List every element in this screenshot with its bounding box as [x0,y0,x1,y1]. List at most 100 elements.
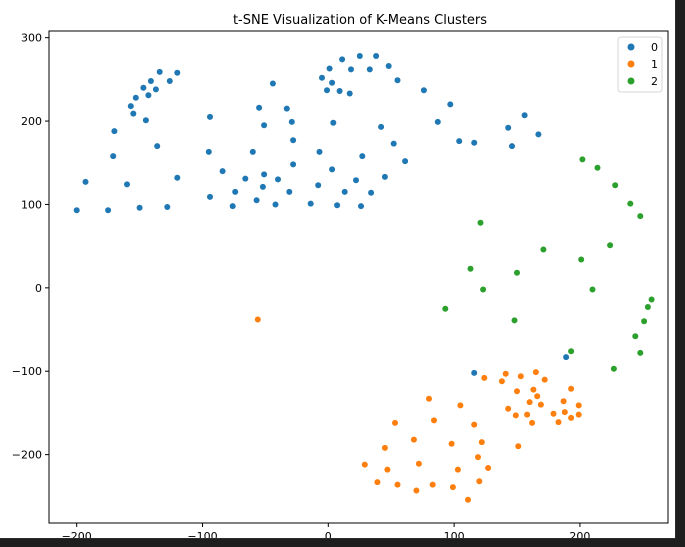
point-cluster-2 [579,156,586,163]
point-cluster-0 [334,202,341,209]
point-cluster-1 [392,419,398,426]
figure-canvas: t-SNE Visualization of K-Means Clusters … [0,0,676,539]
point-cluster-2 [594,164,601,171]
point-cluster-0 [521,112,528,119]
point-cluster-0 [111,128,118,135]
point-cluster-0 [132,94,139,101]
point-cluster-1 [454,466,461,473]
point-cluster-0 [420,87,427,94]
point-cluster-2 [641,318,648,325]
point-cluster-1 [575,411,582,418]
point-cluster-1 [515,443,522,450]
point-cluster-0 [563,354,570,361]
point-cluster-0 [509,143,515,150]
point-cluster-0 [346,90,353,97]
point-cluster-0 [136,204,143,211]
point-cluster-0 [269,80,276,87]
point-cluster-0 [219,168,226,175]
point-cluster-0 [253,197,260,204]
point-cluster-1 [517,373,524,380]
point-cluster-0 [326,65,333,72]
point-cluster-0 [390,140,397,147]
point-cluster-1 [426,395,432,402]
point-cluster-2 [610,365,617,372]
point-cluster-2 [637,349,644,356]
point-cluster-0 [124,181,130,188]
point-cluster-0 [471,369,478,376]
y-tick-label: 0 [35,282,42,295]
x-tick-label: −200 [62,530,92,538]
point-cluster-0 [447,101,454,108]
x-tick-label: 0 [325,530,332,538]
point-cluster-0 [366,66,373,73]
point-cluster-1 [529,419,536,426]
scatter-plot: t-SNE Visualization of K-Means Clusters … [12,13,669,538]
point-cluster-0 [205,148,212,155]
point-cluster-1 [560,398,567,405]
point-cluster-0 [256,104,263,111]
point-cluster-1 [449,484,456,491]
point-cluster-0 [242,175,249,182]
point-cluster-1 [502,370,509,377]
point-cluster-2 [467,265,474,272]
point-cluster-1 [568,414,575,421]
point-cluster-0 [275,176,281,183]
point-cluster-0 [535,131,542,138]
point-cluster-0 [232,188,239,195]
point-cluster-0 [394,77,401,84]
point-cluster-0 [356,53,363,59]
point-cluster-0 [154,143,161,150]
point-cluster-1 [384,466,391,473]
point-cluster-1 [568,385,575,392]
y-tick-label: 200 [21,115,42,128]
point-cluster-0 [82,178,89,185]
point-cluster-0 [316,148,323,155]
point-cluster-1 [532,369,539,376]
point-cluster-0 [130,110,137,117]
point-cluster-2 [477,219,484,226]
point-cluster-2 [627,200,634,207]
point-cluster-1 [498,378,505,385]
point-cluster-0 [174,174,181,181]
point-cluster-1 [526,399,533,406]
point-cluster-0 [381,173,388,180]
point-cluster-0 [164,204,171,210]
point-cluster-2 [644,304,651,310]
x-tick-label: 200 [569,530,590,538]
point-cluster-0 [207,193,213,200]
y-tick-label: 300 [21,32,42,45]
point-cluster-1 [465,496,471,503]
x-tick-label: 100 [444,530,465,538]
point-cluster-0 [73,207,80,214]
point-cluster-1 [448,440,455,447]
point-cluster-1 [374,479,381,486]
point-cluster-1 [505,405,512,412]
point-cluster-1 [481,374,488,381]
point-cluster-0 [329,166,336,173]
point-cluster-0 [261,171,268,178]
point-cluster-0 [456,138,463,145]
point-cluster-0 [359,153,366,160]
point-cluster-0 [174,69,181,76]
point-cluster-1 [476,478,483,485]
point-cluster-0 [147,78,154,84]
point-cluster-0 [259,183,266,190]
point-cluster-0 [339,56,346,63]
point-cluster-0 [307,200,314,207]
point-cluster-2 [480,286,487,293]
point-cluster-1 [413,487,420,494]
point-cluster-0 [330,119,337,126]
point-cluster-0 [315,182,322,189]
point-cluster-0 [434,118,441,125]
point-cluster-2 [514,269,520,276]
point-cluster-1 [415,460,422,467]
point-cluster-2 [511,317,518,324]
point-cluster-0 [368,189,375,196]
point-cluster-2 [612,182,619,189]
point-cluster-1 [485,465,492,471]
point-cluster-0 [166,78,173,84]
point-cluster-0 [105,207,112,214]
point-cluster-1 [514,388,520,395]
y-axis: −200 −100 0 100 200 300 [12,32,49,462]
point-cluster-0 [353,177,359,184]
